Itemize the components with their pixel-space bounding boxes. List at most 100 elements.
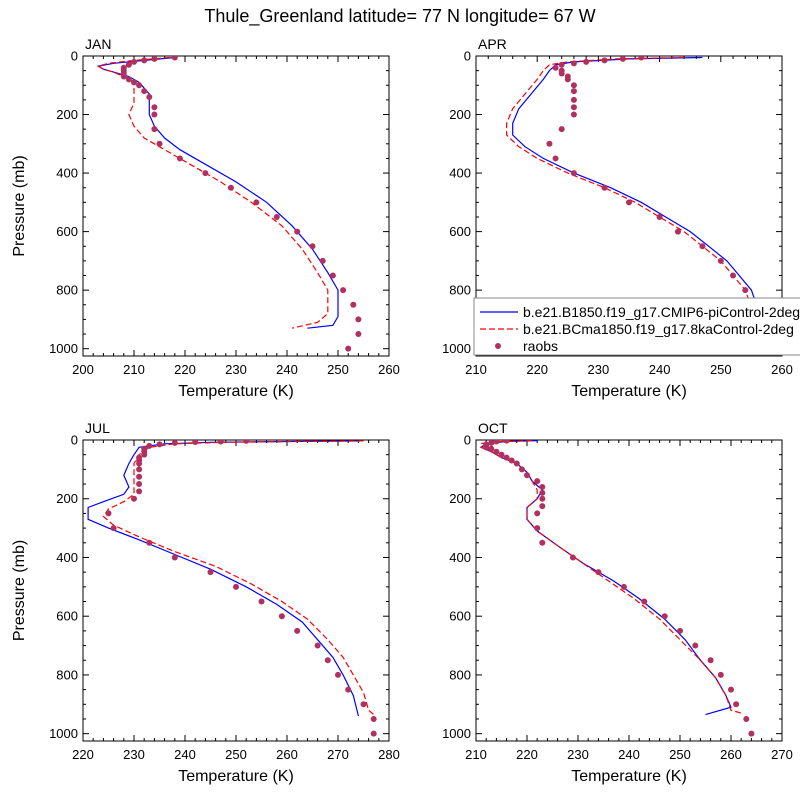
series-line-8kaControl <box>506 56 759 329</box>
panel-label: JUL <box>85 420 110 436</box>
raobs-marker <box>278 613 285 620</box>
raobs-marker <box>570 170 577 177</box>
raobs-marker <box>539 503 546 510</box>
x-axis-label: Temperature (K) <box>178 768 294 785</box>
legend-box <box>473 297 800 356</box>
raobs-marker <box>503 454 510 461</box>
x-tick-label: 230 <box>225 362 247 377</box>
y-tick-label: 1000 <box>49 726 78 741</box>
panel-jul: 220 230 240 250 260 270 280 0 200 400 600 800 1000 JU… <box>11 420 400 785</box>
x-tick-label: 280 <box>378 747 400 762</box>
raobs-marker <box>641 598 648 605</box>
raobs-marker <box>524 472 530 479</box>
x-tick-label: 220 <box>526 362 548 377</box>
raobs-marker <box>253 199 260 206</box>
raobs-marker <box>217 440 224 445</box>
legend-label: raobs <box>523 338 558 354</box>
x-tick-label: 230 <box>588 362 610 377</box>
y-tick-label: 200 <box>56 107 78 122</box>
x-tick-label: 270 <box>327 747 349 762</box>
y-tick-label: 400 <box>56 166 78 181</box>
raobs-marker <box>151 56 158 62</box>
raobs-marker <box>136 488 143 495</box>
raobs-marker <box>370 715 377 722</box>
raobs-marker <box>539 495 546 502</box>
raobs-marker <box>692 642 699 649</box>
x-tick-label: 260 <box>378 362 400 377</box>
raobs-marker <box>539 539 546 546</box>
raobs-marker <box>558 126 565 133</box>
raobs-marker <box>488 440 495 446</box>
raobs-marker <box>534 510 541 517</box>
y-tick-label: 1000 <box>442 726 471 741</box>
plot-frame <box>82 55 390 357</box>
y-tick-label: 200 <box>56 491 78 506</box>
raobs-marker <box>125 61 132 68</box>
raobs-marker <box>558 61 565 68</box>
y-tick-label: 200 <box>449 107 471 122</box>
series-line-piControl <box>87 440 359 717</box>
raobs-marker <box>233 583 239 590</box>
raobs-marker <box>151 126 158 133</box>
plot-frame <box>475 55 783 357</box>
legend-marker <box>495 343 501 349</box>
x-tick-label: 210 <box>465 362 487 377</box>
raobs-marker <box>717 257 724 264</box>
panel-oct: 210 220 230 240 250 260 270 0 200 400 600 800 1000 OC… <box>442 420 793 785</box>
raobs-marker <box>488 445 495 452</box>
raobs-marker <box>508 457 515 464</box>
raobs-marker <box>329 272 336 279</box>
raobs-marker <box>294 627 301 634</box>
raobs-marker <box>534 478 541 485</box>
raobs-marker <box>513 460 520 467</box>
raobs-marker <box>638 56 645 61</box>
raobs-marker <box>345 345 352 352</box>
raobs-marker <box>340 287 347 294</box>
y-tick-label: 800 <box>449 283 471 298</box>
raobs-marker <box>136 481 143 488</box>
x-tick-label: 260 <box>276 747 298 762</box>
raobs-marker <box>570 60 577 67</box>
series-line-piControl <box>479 440 732 716</box>
raobs-marker <box>136 473 143 480</box>
raobs-marker <box>626 199 632 206</box>
raobs-marker <box>309 243 316 250</box>
raobs-marker <box>136 466 143 473</box>
data-layer <box>479 440 755 737</box>
x-tick-label: 210 <box>123 362 145 377</box>
y-tick-label: 200 <box>449 491 471 506</box>
y-tick-label: 400 <box>449 166 471 181</box>
raobs-marker <box>583 58 590 65</box>
raobs-marker <box>207 569 214 576</box>
y-tick-label: 600 <box>449 224 471 239</box>
raobs-marker <box>570 96 577 103</box>
raobs-marker <box>661 613 668 620</box>
raobs-marker <box>674 228 681 235</box>
raobs-marker <box>539 489 546 496</box>
raobs-marker <box>171 440 178 446</box>
raobs-marker <box>552 64 559 71</box>
raobs-marker <box>146 539 153 546</box>
raobs-marker <box>503 440 510 444</box>
raobs-marker <box>350 301 357 308</box>
y-tick-label: 600 <box>56 224 78 239</box>
raobs-marker <box>619 56 626 62</box>
x-tick-label: 220 <box>72 747 94 762</box>
y-tick-label: 1000 <box>442 341 471 356</box>
series-line-8kaControl <box>480 440 742 714</box>
x-tick-label: 260 <box>771 362 793 377</box>
raobs-marker <box>570 88 577 95</box>
raobs-marker <box>171 554 178 561</box>
raobs-marker <box>131 495 137 502</box>
panel-label: JAN <box>85 36 111 52</box>
raobs-marker <box>314 642 321 649</box>
x-tick-label: 230 <box>567 747 589 762</box>
raobs-marker <box>136 460 143 467</box>
raobs-marker <box>552 155 559 162</box>
raobs-marker <box>176 155 183 162</box>
data-layer <box>87 440 377 737</box>
y-tick-label: 0 <box>464 49 471 64</box>
y-tick-label: 600 <box>56 609 78 624</box>
series-line-piControl <box>96 56 339 329</box>
raobs-marker <box>570 104 577 111</box>
